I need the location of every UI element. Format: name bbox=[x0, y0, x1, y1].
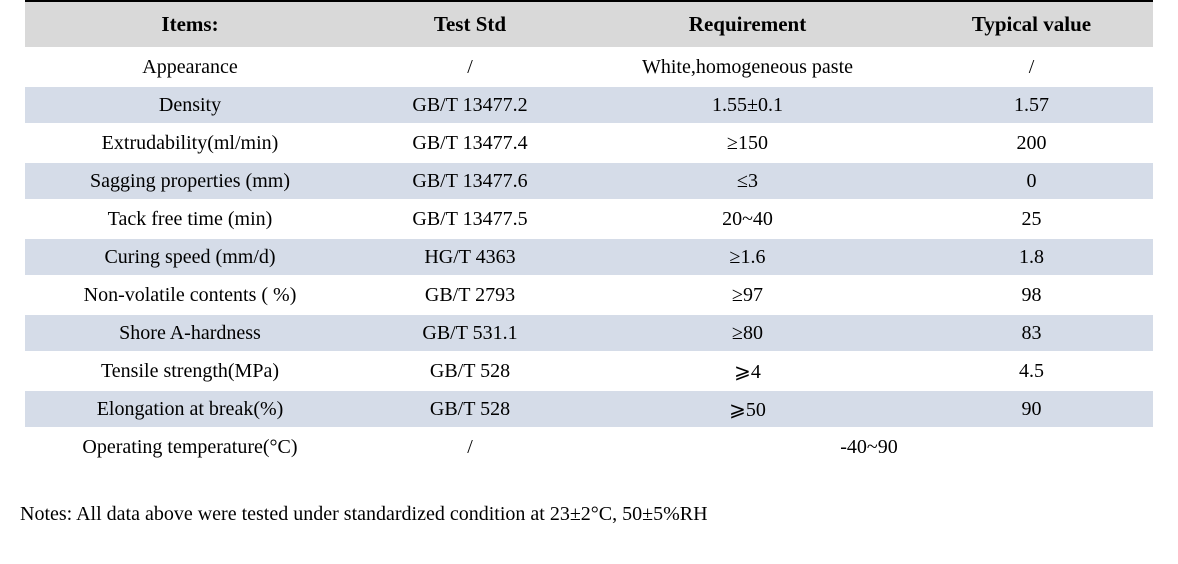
cell-test-std: GB/T 531.1 bbox=[355, 315, 585, 353]
cell-test-std: GB/T 13477.2 bbox=[355, 87, 585, 125]
column-header-requirement: Requirement bbox=[585, 2, 910, 49]
cell-item: Shore A-hardness bbox=[25, 315, 355, 353]
table-row: Non-volatile contents ( %) GB/T 2793 ≥97 98 bbox=[25, 277, 1153, 315]
cell-item: Density bbox=[25, 87, 355, 125]
spec-table-body: Appearance / White,homogeneous paste / Densi… bbox=[25, 49, 1153, 467]
table-row: Sagging properties (mm) GB/T 13477.6 ≤3 0 bbox=[25, 163, 1153, 201]
cell-typical-value: 25 bbox=[910, 201, 1153, 239]
cell-requirement: 1.55±0.1 bbox=[585, 87, 910, 125]
column-header-items: Items: bbox=[25, 2, 355, 49]
cell-test-std: HG/T 4363 bbox=[355, 239, 585, 277]
cell-item: Tack free time (min) bbox=[25, 201, 355, 239]
cell-typical-value: 0 bbox=[910, 163, 1153, 201]
table-row: Elongation at break(%) GB/T 528 ⩾50 90 bbox=[25, 391, 1153, 429]
cell-requirement: ≤3 bbox=[585, 163, 910, 201]
table-row: Appearance / White,homogeneous paste / bbox=[25, 49, 1153, 87]
spec-table-header: Items: Test Std Requirement Typical valu… bbox=[25, 2, 1153, 49]
cell-test-std: GB/T 2793 bbox=[355, 277, 585, 315]
cell-typical-value: 200 bbox=[910, 125, 1153, 163]
table-row: Operating temperature(°C) / -40~90 bbox=[25, 429, 1153, 467]
table-row: Curing speed (mm/d) HG/T 4363 ≥1.6 1.8 bbox=[25, 239, 1153, 277]
cell-requirement: White,homogeneous paste bbox=[585, 49, 910, 87]
cell-item: Extrudability(ml/min) bbox=[25, 125, 355, 163]
cell-typical-value: 1.57 bbox=[910, 87, 1153, 125]
cell-requirement: ≥1.6 bbox=[585, 239, 910, 277]
cell-typical-value: 4.5 bbox=[910, 353, 1153, 391]
cell-item: Operating temperature(°C) bbox=[25, 429, 355, 467]
cell-requirement: ≥80 bbox=[585, 315, 910, 353]
cell-requirement: ≥97 bbox=[585, 277, 910, 315]
header-row: Items: Test Std Requirement Typical valu… bbox=[25, 2, 1153, 49]
cell-requirement: ⩾50 bbox=[585, 391, 910, 429]
cell-typical-value: 1.8 bbox=[910, 239, 1153, 277]
cell-typical-value: 98 bbox=[910, 277, 1153, 315]
cell-test-std: GB/T 528 bbox=[355, 353, 585, 391]
cell-typical-value: / bbox=[910, 49, 1153, 87]
table-row: Shore A-hardness GB/T 531.1 ≥80 83 bbox=[25, 315, 1153, 353]
cell-test-std: GB/T 13477.5 bbox=[355, 201, 585, 239]
cell-test-std: / bbox=[355, 429, 585, 467]
cell-test-std: GB/T 528 bbox=[355, 391, 585, 429]
cell-item: Curing speed (mm/d) bbox=[25, 239, 355, 277]
cell-requirement: ≥150 bbox=[585, 125, 910, 163]
cell-test-std: / bbox=[355, 49, 585, 87]
cell-item: Tensile strength(MPa) bbox=[25, 353, 355, 391]
table-row: Tack free time (min) GB/T 13477.5 20~40 25 bbox=[25, 201, 1153, 239]
cell-requirement: 20~40 bbox=[585, 201, 910, 239]
cell-requirement: -40~90 bbox=[585, 429, 1153, 467]
cell-requirement: ⩾4 bbox=[585, 353, 910, 391]
spec-table: Items: Test Std Requirement Typical valu… bbox=[25, 0, 1153, 467]
column-header-test-std: Test Std bbox=[355, 2, 585, 49]
cell-test-std: GB/T 13477.6 bbox=[355, 163, 585, 201]
cell-item: Elongation at break(%) bbox=[25, 391, 355, 429]
table-row: Extrudability(ml/min) GB/T 13477.4 ≥150 200 bbox=[25, 125, 1153, 163]
table-row: Density GB/T 13477.2 1.55±0.1 1.57 bbox=[25, 87, 1153, 125]
column-header-typical-value: Typical value bbox=[910, 2, 1153, 49]
cell-item: Appearance bbox=[25, 49, 355, 87]
cell-typical-value: 90 bbox=[910, 391, 1153, 429]
cell-item: Sagging properties (mm) bbox=[25, 163, 355, 201]
notes-text: Notes: All data above were tested under … bbox=[20, 503, 708, 525]
table-row: Tensile strength(MPa) GB/T 528 ⩾4 4.5 bbox=[25, 353, 1153, 391]
cell-test-std: GB/T 13477.4 bbox=[355, 125, 585, 163]
cell-item: Non-volatile contents ( %) bbox=[25, 277, 355, 315]
cell-typical-value: 83 bbox=[910, 315, 1153, 353]
